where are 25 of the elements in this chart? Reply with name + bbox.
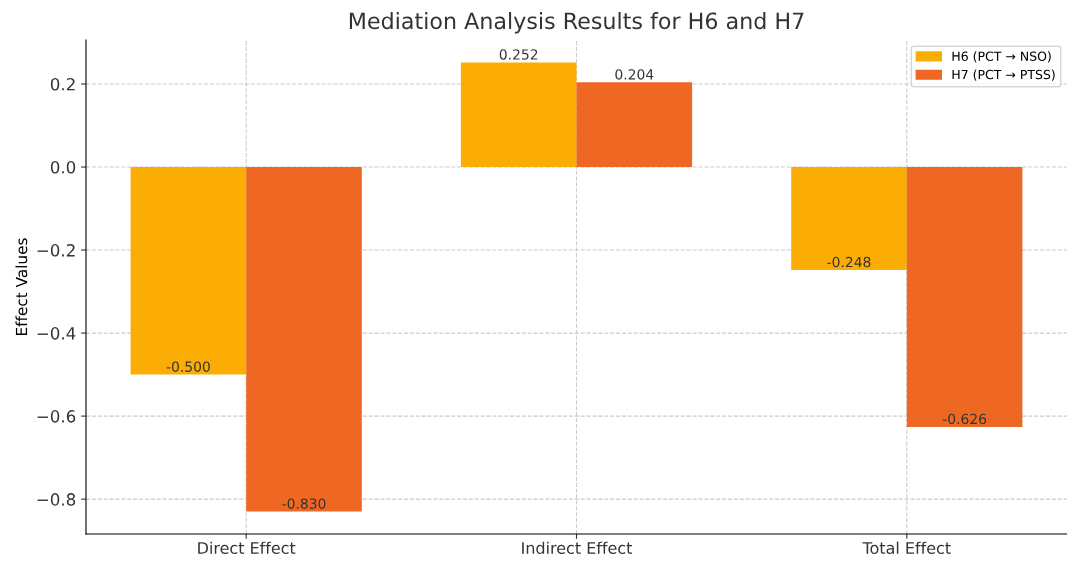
x-tick-label: Direct Effect [198, 541, 296, 554]
data-label: -0.830 [282, 498, 326, 509]
data-label: 0.252 [499, 49, 538, 60]
x-tick-label: Total Effect [862, 541, 951, 554]
bar [791, 167, 907, 270]
bar [460, 62, 577, 168]
y-tick-label: 0.2 [50, 77, 75, 91]
bar [576, 82, 693, 168]
y-tick-label: −0.6 [37, 410, 76, 423]
y-tick-label: −0.8 [37, 493, 76, 506]
bar [906, 167, 1023, 427]
y-tick-label: −0.2 [37, 244, 75, 257]
data-label: 0.204 [615, 69, 654, 80]
bar [246, 167, 362, 512]
legend-label: H7 (PCT → PTSS) [952, 69, 1055, 81]
x-tick-label: Indirect Effect [522, 541, 632, 554]
y-tick-label: −0.4 [37, 327, 76, 340]
bar [130, 167, 247, 375]
legend-label: H6 (PCT → NSO) [952, 51, 1051, 63]
y-axis-title: Effect Values [15, 238, 28, 335]
data-label: -0.248 [827, 256, 871, 268]
y-tick-label: 0.0 [50, 160, 76, 174]
chart-title: Mediation Analysis Results for H6 and H7 [349, 12, 804, 34]
data-label: -0.626 [942, 413, 987, 425]
data-label: -0.500 [166, 361, 210, 372]
